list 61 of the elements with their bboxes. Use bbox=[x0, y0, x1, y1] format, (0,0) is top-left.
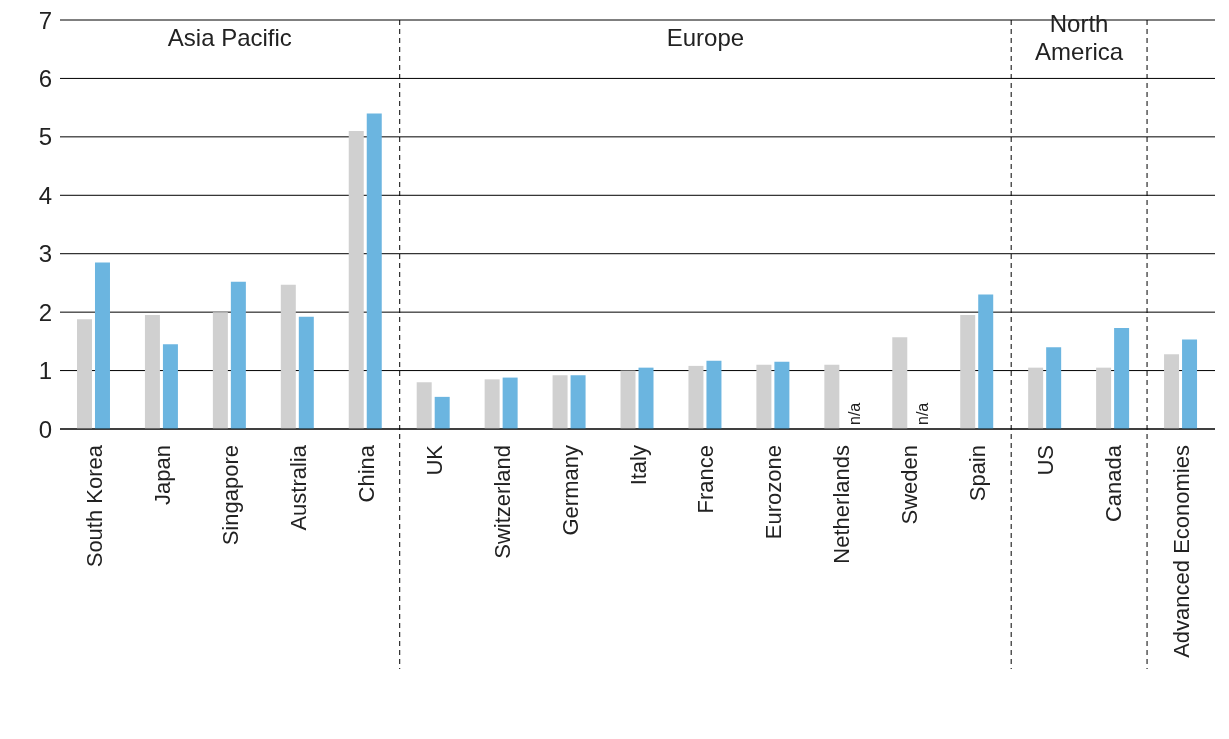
bar bbox=[688, 365, 704, 429]
bar bbox=[756, 364, 772, 429]
y-tick-label: 4 bbox=[38, 181, 52, 209]
bar bbox=[1046, 347, 1062, 429]
bar bbox=[1028, 367, 1044, 429]
bar bbox=[212, 312, 228, 429]
x-tick-label: Eurozone bbox=[761, 445, 787, 540]
bar bbox=[434, 396, 450, 429]
x-tick-label: Advanced Economies bbox=[1169, 445, 1195, 658]
x-tick-label: US bbox=[1033, 445, 1059, 476]
x-tick-label: France bbox=[693, 445, 719, 514]
bar bbox=[280, 284, 296, 429]
bar bbox=[1096, 367, 1112, 429]
bar bbox=[298, 316, 314, 429]
bar bbox=[484, 379, 500, 429]
y-tick-label: 7 bbox=[38, 6, 52, 34]
bar bbox=[162, 344, 178, 429]
bar bbox=[960, 315, 976, 429]
bar bbox=[706, 360, 722, 429]
y-tick-label: 2 bbox=[38, 298, 52, 326]
bar bbox=[76, 319, 92, 429]
x-tick-label: China bbox=[353, 444, 379, 503]
bar bbox=[570, 375, 586, 429]
y-tick-label: 5 bbox=[38, 123, 52, 151]
x-tick-label: Japan bbox=[149, 445, 175, 505]
x-tick-label: Canada bbox=[1101, 444, 1127, 523]
x-tick-label: Switzerland bbox=[489, 445, 515, 559]
bar bbox=[824, 364, 840, 429]
bar bbox=[416, 382, 432, 429]
x-tick-label: South Korea bbox=[81, 444, 107, 568]
bar bbox=[892, 337, 908, 429]
x-tick-label: Germany bbox=[557, 445, 583, 536]
y-tick-label: 6 bbox=[38, 64, 52, 92]
bar bbox=[1164, 354, 1180, 429]
annotation: Asia Pacific bbox=[167, 24, 292, 52]
text: n/a bbox=[846, 402, 864, 425]
y-tick-label: 3 bbox=[38, 240, 52, 268]
x-tick-label: Australia bbox=[285, 444, 311, 531]
x-tick-label: Singapore bbox=[217, 445, 243, 546]
bar bbox=[144, 315, 160, 429]
text: n/a bbox=[914, 402, 931, 425]
x-tick-label: Sweden bbox=[897, 445, 923, 525]
bar bbox=[620, 370, 636, 429]
x-tick-label: UK bbox=[421, 444, 447, 476]
bar bbox=[978, 294, 994, 429]
bar bbox=[348, 131, 364, 429]
bar bbox=[552, 375, 568, 429]
bar bbox=[638, 367, 654, 429]
bar bbox=[774, 361, 790, 429]
x-tick-label: Italy bbox=[625, 445, 651, 486]
bar bbox=[230, 281, 246, 429]
y-tick-label: 1 bbox=[38, 357, 52, 385]
y-tick-label: 0 bbox=[38, 415, 52, 443]
annotation: Europe bbox=[666, 24, 745, 52]
bar bbox=[94, 262, 110, 429]
bar bbox=[502, 377, 518, 429]
bar bbox=[1114, 327, 1130, 429]
x-tick-label: Spain bbox=[965, 445, 991, 502]
bar bbox=[1182, 339, 1198, 429]
bar bbox=[366, 113, 382, 429]
x-tick-label: Netherlands bbox=[829, 445, 855, 564]
